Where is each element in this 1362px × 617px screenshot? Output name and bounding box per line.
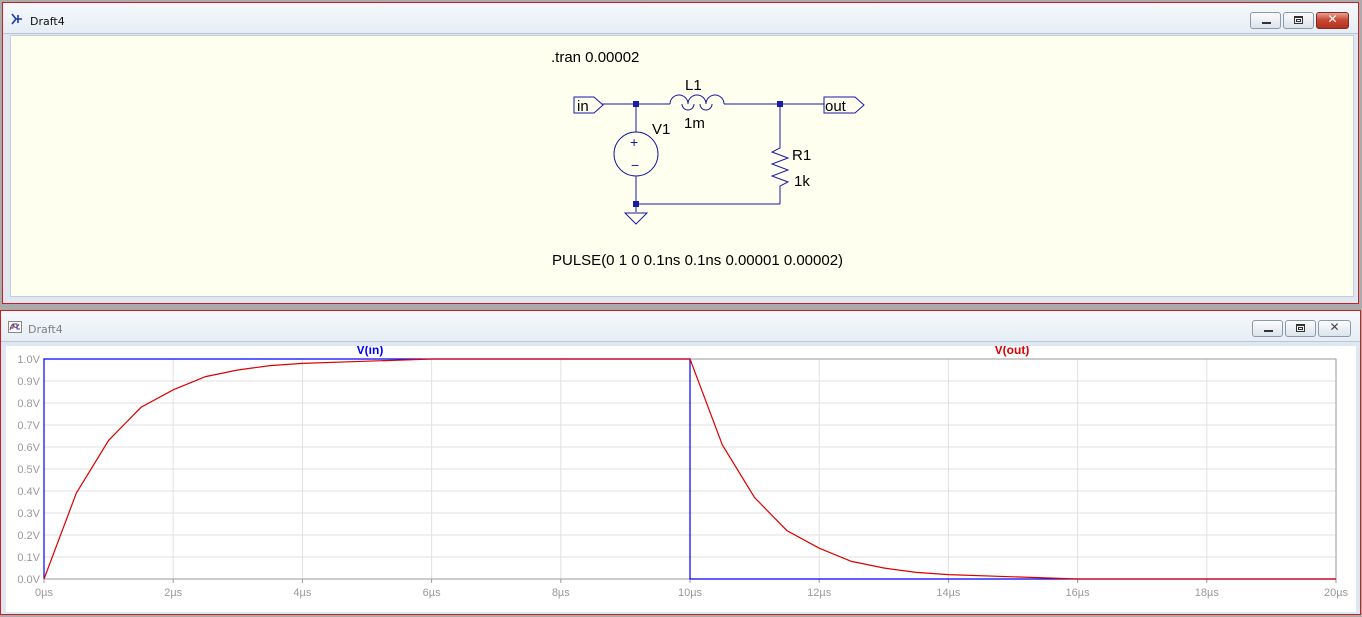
y-tick-label: 0.5V (17, 464, 40, 476)
schematic-icon (11, 13, 22, 25)
resistor-name: R1 (792, 147, 811, 164)
y-tick-label: 0.6V (17, 442, 40, 454)
close-icon: ✕ (1329, 320, 1340, 334)
close-button[interactable]: ✕ (1318, 320, 1351, 337)
output-label-text: out (825, 98, 847, 115)
trace-vout[interactable] (43, 358, 1336, 580)
resistor-R1[interactable] (770, 142, 790, 188)
maximize-icon (1296, 324, 1305, 332)
schematic-window[interactable]: Draft4 ✕ in (2, 2, 1359, 304)
resistor-value: 1k (794, 173, 810, 190)
maximize-button[interactable] (1285, 320, 1316, 337)
y-tick-label: 0.7V (17, 420, 40, 432)
x-tick-label: 16µs (1066, 587, 1091, 599)
x-tick-label: 8µs (552, 587, 570, 599)
minimize-icon (1262, 22, 1271, 24)
waveform-plot-area[interactable]: 20µs 18µs 16µs 14µs 12µs 10µs 8µs 6µs 4µs 2µs 0µs 1… (6, 343, 1356, 612)
y-tick-label: 0.8V (17, 398, 40, 410)
y-tick-label: 0.4V (17, 486, 40, 498)
waveform-titlebar[interactable]: Draft4 ✕ (1, 311, 1360, 342)
waveform-window-title: Draft4 (28, 323, 63, 336)
svg-text:−: − (631, 157, 639, 173)
schematic-titlebar[interactable]: Draft4 ✕ (3, 3, 1358, 34)
output-port-label[interactable]: out (823, 96, 865, 115)
x-tick-label: 0µs (35, 587, 53, 599)
inductor-name: L1 (685, 77, 702, 94)
input-label-text: in (577, 98, 589, 115)
x-tick-label: 20µs (1324, 587, 1349, 599)
x-tick-label: 4µs (293, 587, 311, 599)
close-button[interactable]: ✕ (1316, 12, 1349, 29)
waveform-plot[interactable]: 20µs 18µs 16µs 14µs 12µs 10µs 8µs 6µs 4µs 2µs 0µs 1… (6, 343, 1356, 612)
x-tick-label: 10µs (678, 587, 703, 599)
y-tick-label: 0.1V (17, 552, 40, 564)
x-tick-label: 2µs (164, 587, 182, 599)
tran-directive[interactable]: .tran 0.00002 (551, 49, 639, 66)
waveform-window-controls: ✕ (1252, 320, 1351, 337)
source-pulse-value[interactable]: PULSE(0 1 0 0.1ns 0.1ns 0.00001 0.00002) (552, 252, 843, 269)
x-tick-label: 18µs (1195, 587, 1220, 599)
waveform-icon (8, 321, 22, 333)
source-name: V1 (652, 121, 670, 138)
schematic-canvas[interactable]: in out L1 1m + − V1 (10, 35, 1354, 297)
y-tick-label: 0.9V (17, 376, 40, 388)
ground-symbol[interactable] (623, 212, 649, 225)
trace-label-vin[interactable]: V(in) (357, 343, 384, 357)
inductor-value: 1m (684, 115, 705, 132)
voltage-source-V1[interactable]: + − (613, 131, 659, 177)
y-tick-label: 0.0V (17, 574, 40, 586)
trace-label-vout[interactable]: V(out) (995, 343, 1030, 357)
junction-dots (633, 101, 783, 207)
schematic-window-title: Draft4 (30, 15, 65, 28)
schematic-window-controls: ✕ (1250, 12, 1349, 29)
inductor-L1[interactable] (669, 94, 725, 111)
x-tick-label: 12µs (807, 587, 832, 599)
maximize-icon (1294, 16, 1303, 24)
input-port-label[interactable]: in (573, 96, 604, 115)
waveform-window[interactable]: Draft4 ✕ 20µs 18µs 16µs 14µs 12µs 10µs 8µs 6µs 4… (0, 310, 1361, 615)
svg-text:+: + (630, 134, 638, 150)
y-tick-label: 0.3V (17, 508, 40, 520)
x-tick-label: 14µs (936, 587, 961, 599)
x-tick-label: 6µs (423, 587, 441, 599)
minimize-button[interactable] (1250, 12, 1281, 29)
minimize-button[interactable] (1252, 320, 1283, 337)
y-tick-label: 0.2V (17, 530, 40, 542)
close-icon: ✕ (1327, 12, 1338, 26)
minimize-icon (1264, 330, 1273, 332)
maximize-button[interactable] (1283, 12, 1314, 29)
y-tick-label: 1.0V (17, 354, 40, 366)
